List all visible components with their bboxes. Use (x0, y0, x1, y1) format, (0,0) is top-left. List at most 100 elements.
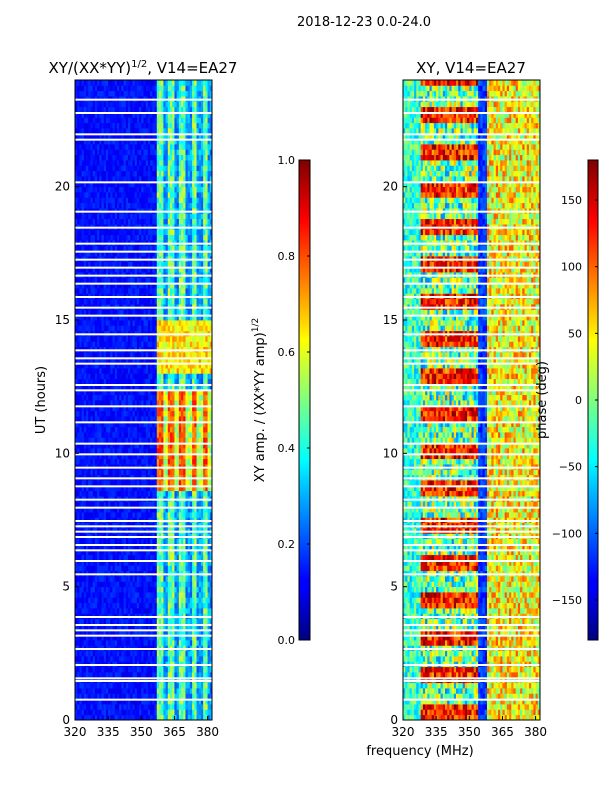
amplitude-cell (112, 501, 116, 508)
amplitude-cell (75, 362, 78, 369)
amplitude-cell (136, 437, 140, 444)
amplitude-cell (185, 581, 189, 588)
amplitude-cell (187, 448, 191, 454)
amplitude-cell (145, 576, 149, 582)
amplitude-cell (130, 378, 133, 385)
amplitude-cell (207, 416, 211, 422)
amplitude-cell (178, 634, 182, 641)
amplitude-cell (207, 394, 211, 401)
amplitude-cell (196, 384, 200, 390)
amplitude-cell (99, 378, 102, 385)
amplitude-cell (154, 640, 158, 646)
amplitude-cell (198, 714, 202, 720)
amplitude-cell (105, 341, 109, 348)
amplitude-cell (110, 501, 113, 508)
amplitude-cell (83, 698, 87, 705)
amplitude-cell (132, 608, 136, 614)
amplitude-cell (90, 421, 94, 428)
amplitude-cell (143, 341, 147, 348)
amplitude-cell (205, 698, 208, 705)
amplitude-cell (172, 480, 175, 486)
amplitude-cell (187, 565, 191, 572)
amplitude-cell (121, 298, 125, 305)
amplitude-cell (108, 629, 111, 636)
amplitude-cell (172, 384, 175, 390)
amplitude-cell (79, 410, 83, 417)
amplitude-cell (178, 368, 182, 374)
amplitude-cell (158, 560, 162, 566)
amplitude-cell (112, 469, 116, 476)
amplitude-cell (130, 320, 133, 326)
amplitude-cell (161, 672, 164, 678)
amplitude-cell (103, 581, 107, 588)
amplitude-cell (167, 325, 171, 332)
amplitude-cell (132, 389, 136, 396)
amplitude-cell (147, 410, 151, 417)
amplitude-cell (207, 672, 211, 678)
amplitude-cell (158, 426, 162, 433)
amplitude-cell (187, 336, 191, 342)
amplitude-cell (110, 448, 113, 454)
amplitude-cell (170, 336, 173, 342)
amplitude-cell (77, 634, 80, 641)
amplitude-cell (198, 576, 202, 582)
amplitude-cell (150, 592, 153, 598)
amplitude-cell (170, 560, 173, 566)
amplitude-cell (88, 309, 91, 316)
amplitude-cell (192, 666, 195, 673)
amplitude-cell (88, 586, 91, 593)
amplitude-cell (112, 341, 116, 348)
amplitude-cell (134, 352, 138, 358)
amplitude-cell (174, 485, 178, 492)
amplitude-cell (205, 400, 208, 406)
amplitude-cell (170, 378, 173, 385)
amplitude-cell (136, 618, 140, 625)
amplitude-cell (103, 698, 107, 705)
amplitude-cell (150, 512, 153, 518)
amplitude-cell (88, 384, 91, 390)
amplitude-cell (165, 512, 169, 518)
amplitude-cell (187, 325, 191, 332)
amplitude-cell (134, 480, 138, 486)
amplitude-cell (114, 480, 118, 486)
amplitude-cell (83, 688, 87, 694)
amplitude-cell (161, 416, 164, 422)
amplitude-cell (143, 368, 147, 374)
amplitude-cell (196, 565, 200, 572)
amplitude-cell (88, 448, 91, 454)
amplitude-cell (189, 453, 193, 460)
amplitude-cell (128, 640, 131, 646)
amplitude-cell (77, 410, 80, 417)
amplitude-cell (187, 394, 191, 401)
amplitude-cell (119, 544, 122, 550)
amplitude-cell (152, 544, 155, 550)
amplitude-cell (77, 682, 80, 689)
amplitude-cell (114, 640, 118, 646)
amplitude-cell (150, 544, 153, 550)
amplitude-cell (185, 538, 189, 545)
amplitude-cell (174, 634, 178, 641)
amplitude-cell (163, 314, 166, 321)
amplitude-cell (77, 426, 80, 433)
amplitude-cell (187, 378, 191, 385)
amplitude-cell (209, 458, 212, 465)
amplitude-cell (143, 608, 147, 614)
amplitude-cell (136, 501, 140, 508)
amplitude-cell (170, 544, 173, 550)
amplitude-cell (92, 666, 96, 673)
amplitude-cell (75, 682, 78, 689)
amplitude-cell (77, 437, 80, 444)
amplitude-cell (90, 410, 94, 417)
amplitude-cell (88, 544, 91, 550)
amplitude-cell (205, 442, 208, 449)
amplitude-cell (75, 592, 78, 598)
amplitude-cell (108, 490, 111, 497)
amplitude-cell (108, 325, 111, 332)
amplitude-cell (114, 656, 118, 662)
amplitude-cell (145, 437, 149, 444)
amplitude-cell (203, 469, 206, 476)
amplitude-cell (143, 320, 147, 326)
amplitude-cell (143, 453, 147, 460)
amplitude-cell (99, 288, 102, 294)
amplitude-cell (158, 704, 162, 710)
